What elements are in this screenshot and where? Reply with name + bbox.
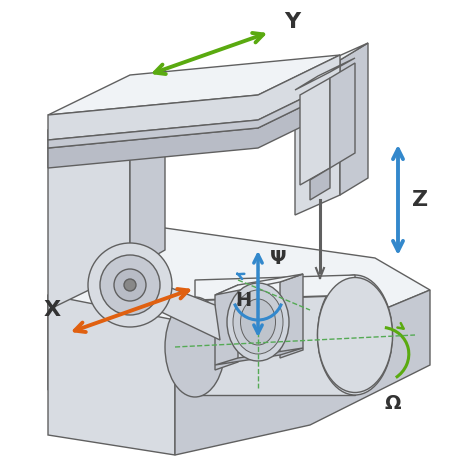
- Circle shape: [88, 243, 172, 327]
- Polygon shape: [130, 272, 220, 340]
- Text: Y: Y: [284, 12, 300, 32]
- Polygon shape: [48, 88, 340, 168]
- Polygon shape: [340, 43, 368, 195]
- Polygon shape: [48, 295, 175, 455]
- Polygon shape: [215, 285, 238, 370]
- Polygon shape: [48, 228, 430, 390]
- Ellipse shape: [240, 299, 275, 345]
- Text: Z: Z: [412, 190, 428, 210]
- Circle shape: [124, 279, 136, 291]
- Polygon shape: [215, 348, 303, 365]
- Polygon shape: [195, 275, 355, 300]
- Polygon shape: [48, 55, 340, 115]
- Ellipse shape: [318, 278, 392, 393]
- Polygon shape: [48, 80, 340, 148]
- Polygon shape: [295, 58, 355, 90]
- Text: Ψ: Ψ: [270, 248, 286, 268]
- Circle shape: [114, 269, 146, 301]
- Polygon shape: [195, 295, 355, 395]
- Polygon shape: [330, 63, 355, 168]
- Polygon shape: [310, 168, 330, 200]
- Polygon shape: [48, 90, 130, 310]
- Polygon shape: [130, 70, 165, 270]
- Polygon shape: [48, 70, 165, 130]
- Ellipse shape: [165, 297, 225, 397]
- Text: H: H: [235, 290, 251, 309]
- Polygon shape: [280, 274, 303, 358]
- Circle shape: [100, 255, 160, 315]
- Ellipse shape: [233, 290, 283, 354]
- Polygon shape: [300, 78, 330, 185]
- Ellipse shape: [227, 283, 289, 361]
- Ellipse shape: [318, 275, 392, 395]
- Polygon shape: [175, 290, 430, 455]
- Polygon shape: [48, 55, 340, 140]
- Polygon shape: [295, 43, 368, 80]
- Text: Ω: Ω: [385, 394, 401, 412]
- Polygon shape: [295, 60, 340, 215]
- Polygon shape: [215, 274, 303, 295]
- Text: X: X: [44, 300, 61, 320]
